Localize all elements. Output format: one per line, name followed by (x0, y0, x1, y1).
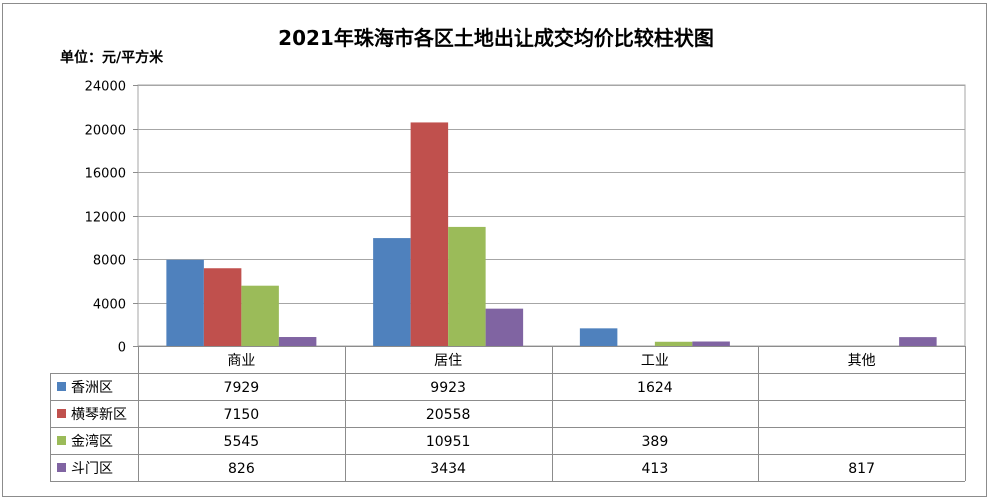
data-label: 7150 (224, 407, 260, 423)
y-tick-label: 12000 (85, 211, 126, 226)
category-label: 工业 (641, 353, 669, 369)
bar-2-1 (203, 268, 242, 346)
category-label: 其他 (848, 353, 876, 369)
legend-label: 金湾区 (71, 433, 113, 450)
legend-key-1 (57, 382, 66, 391)
legend-label: 香洲区 (71, 380, 113, 396)
data-label: 817 (848, 461, 875, 477)
y-tick-label: 20000 (85, 124, 126, 139)
data-label: 5545 (224, 434, 260, 450)
legend-label: 斗门区 (71, 461, 113, 477)
data-label: 826 (228, 461, 255, 477)
legend-key-4 (57, 463, 66, 472)
data-label: 7929 (224, 380, 260, 396)
bar-4-3 (692, 341, 730, 346)
legend-key-2 (57, 409, 66, 418)
y-tick-label: 4000 (93, 298, 126, 313)
y-tick-label: 0 (118, 341, 126, 356)
bar-1-2 (373, 238, 411, 346)
unit-label: 单位：元/平方米 (60, 50, 164, 66)
data-label: 9923 (430, 380, 466, 396)
legend-key-3 (57, 436, 66, 445)
y-tick-label: 8000 (93, 254, 126, 269)
data-label: 3434 (430, 461, 466, 477)
data-label: 389 (642, 434, 669, 450)
data-label: 1624 (637, 380, 673, 396)
bar-3-2 (448, 226, 486, 346)
bar-1-3 (579, 328, 618, 346)
category-label: 商业 (227, 353, 255, 369)
data-label: 413 (642, 461, 669, 477)
bar-4-2 (485, 308, 524, 346)
data-label: 20558 (426, 407, 471, 423)
legend-label: 横琴新区 (71, 407, 127, 423)
bar-3-3 (654, 341, 693, 346)
bar-3-1 (241, 285, 279, 346)
bar-1-1 (166, 259, 204, 346)
chart-title: 2021年珠海市各区土地出让成交均价比较柱状图 (278, 26, 714, 50)
bar-4-4 (899, 337, 937, 346)
category-label: 居住 (434, 353, 462, 369)
bar-4-1 (278, 337, 317, 346)
data-label: 10951 (426, 434, 471, 450)
y-tick-label: 24000 (85, 80, 126, 95)
bar-2-2 (410, 122, 449, 346)
y-tick-label: 16000 (85, 167, 126, 182)
